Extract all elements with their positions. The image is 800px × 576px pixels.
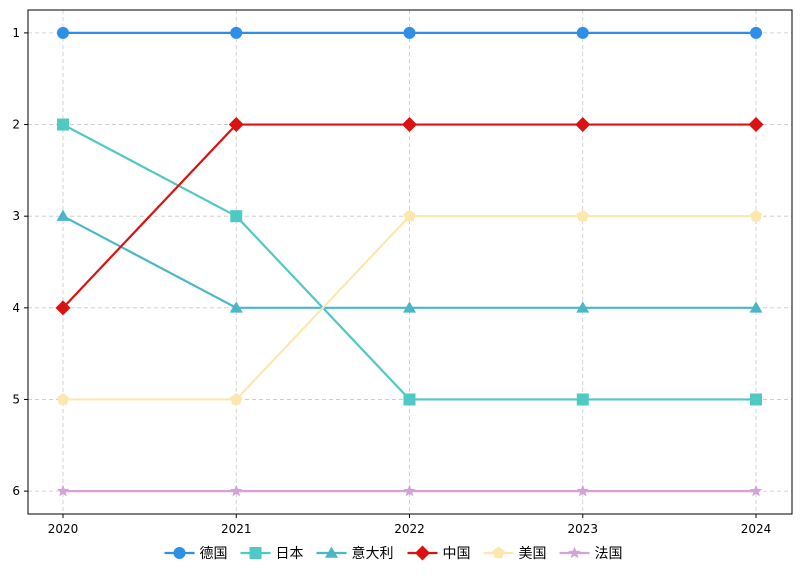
legend-item: 中国: [407, 545, 471, 562]
x-tick-label: 2021: [221, 522, 252, 536]
data-point: [230, 392, 243, 405]
data-point: [229, 301, 243, 313]
x-axis: 2020 2021 2022 2023 2024: [48, 514, 772, 536]
x-tick-label: 2022: [394, 522, 425, 536]
legend-marker: [249, 547, 262, 559]
data-point: [575, 117, 591, 133]
series-3: [56, 209, 763, 313]
data-point: [576, 209, 589, 222]
y-tick-label: 5: [12, 392, 20, 406]
data-point: [230, 26, 243, 39]
data-point: [403, 393, 416, 406]
legend-marker: [415, 545, 430, 561]
y-tick-label: 3: [12, 209, 20, 223]
legend-item: 日本: [240, 546, 304, 562]
data-point: [56, 209, 70, 221]
legend-marker: [492, 546, 505, 559]
legend-label: 德国: [200, 546, 228, 562]
legend-label: 日本: [276, 546, 304, 562]
legend-label: 法国: [595, 546, 623, 562]
data-point: [576, 26, 589, 39]
series-6: [56, 484, 763, 497]
data-point: [749, 209, 763, 222]
data-point: [576, 484, 589, 497]
data-point: [748, 117, 764, 133]
data-point: [57, 118, 69, 131]
data-point: [749, 484, 763, 497]
legend: 德国 日本 意大利 中国 美国 法国: [164, 545, 623, 562]
plot-area: [27, 9, 793, 515]
x-tick-label: 2024: [741, 522, 772, 536]
y-axis: 1 2 3 4 5 6: [12, 26, 28, 498]
x-tick-label: 2020: [48, 522, 79, 536]
data-point: [402, 117, 417, 133]
legend-marker: [325, 546, 338, 558]
y-tick-label: 6: [12, 484, 20, 498]
data-point: [576, 301, 590, 313]
series-5: [56, 209, 763, 405]
legend-item: 意大利: [316, 545, 394, 562]
data-point: [57, 26, 69, 39]
legend-label: 中国: [443, 546, 471, 562]
legend-item: 德国: [164, 546, 228, 562]
legend-label: 美国: [519, 546, 547, 562]
y-tick-label: 2: [12, 118, 20, 132]
data-point: [750, 393, 762, 406]
series-group: [55, 26, 764, 497]
legend-marker: [173, 547, 186, 559]
legend-marker: [568, 546, 581, 559]
grid: [28, 10, 792, 514]
data-point: [56, 392, 70, 405]
data-point: [576, 393, 589, 406]
legend-item: 法国: [559, 546, 623, 562]
data-point: [403, 301, 416, 313]
data-point: [403, 209, 416, 222]
data-point: [55, 300, 71, 316]
data-point: [750, 26, 762, 39]
data-point: [230, 484, 243, 497]
x-tick-label: 2023: [567, 522, 598, 536]
legend-label: 意大利: [352, 545, 394, 562]
series-4: [55, 117, 764, 316]
legend-item: 美国: [483, 546, 547, 562]
series-1: [57, 26, 762, 39]
y-tick-label: 4: [12, 301, 20, 315]
data-point: [403, 26, 416, 39]
data-point: [228, 117, 244, 133]
data-point: [56, 484, 70, 497]
data-point: [749, 301, 763, 313]
data-point: [230, 210, 243, 223]
y-tick-label: 1: [12, 26, 20, 40]
data-point: [403, 484, 416, 497]
